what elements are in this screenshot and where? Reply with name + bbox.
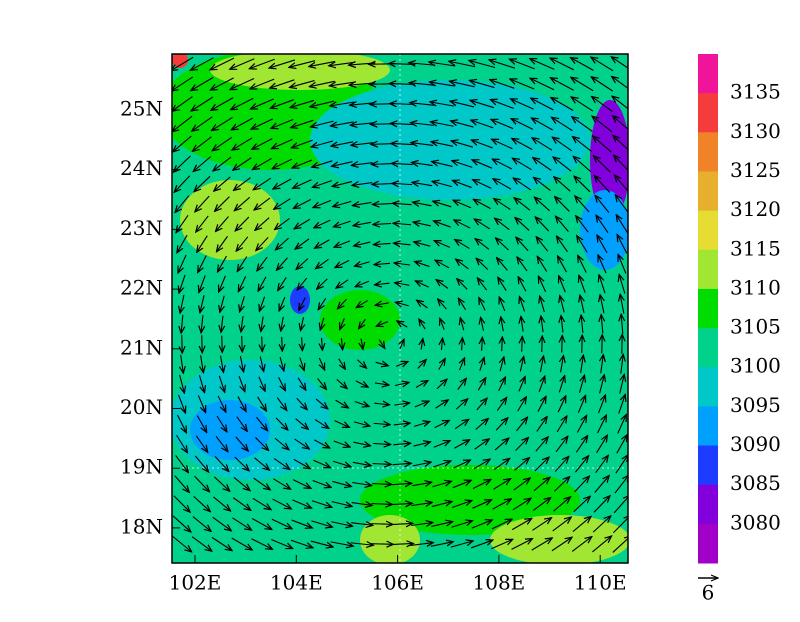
colorbar-bin xyxy=(698,132,718,172)
wind-arrow xyxy=(302,337,303,350)
colorbar-label: 3125 xyxy=(730,158,781,182)
wind-arrow xyxy=(371,164,392,165)
wind-arrow xyxy=(282,337,283,351)
wind-arrow xyxy=(502,337,503,351)
colorbar-bin xyxy=(698,250,718,290)
wind-arrow xyxy=(522,336,523,351)
lon-label: 102E xyxy=(169,571,222,595)
colorbar-label: 3100 xyxy=(730,354,781,378)
lat-label: 21N xyxy=(120,335,163,359)
colorbar-label: 3135 xyxy=(730,80,781,104)
colorbar-bin xyxy=(698,524,718,564)
colorbar-label: 3080 xyxy=(730,510,781,534)
colorbar-label: 3115 xyxy=(730,236,781,260)
lon-label: 110E xyxy=(574,571,627,595)
colorbar-label: 3130 xyxy=(730,119,781,143)
lon-label: 104E xyxy=(270,571,323,595)
colorbar-label: 3120 xyxy=(730,197,781,221)
lat-label: 18N xyxy=(120,514,163,538)
colorbar-bin xyxy=(698,54,718,94)
lat-label: 24N xyxy=(120,156,163,180)
height-field xyxy=(160,50,633,565)
colorbar-label: 3095 xyxy=(730,393,781,417)
wind-arrow xyxy=(242,336,243,352)
colorbar-label: 3110 xyxy=(730,275,781,299)
colorbar-label: 3085 xyxy=(730,471,781,495)
colorbar-bin xyxy=(698,328,718,368)
colorbar-bin xyxy=(698,406,718,446)
colorbar-label: 3090 xyxy=(730,432,781,456)
wind-arrow xyxy=(542,336,543,352)
lon-label: 108E xyxy=(473,571,526,595)
colorbar-bin xyxy=(698,446,718,486)
lat-label: 22N xyxy=(120,276,163,300)
colorbar-bin xyxy=(698,93,718,133)
lat-label: 19N xyxy=(120,455,163,479)
wind-arrow xyxy=(262,336,263,351)
lat-label: 23N xyxy=(120,216,163,240)
lon-label: 106E xyxy=(371,571,424,595)
colorbar-bin xyxy=(698,171,718,211)
colorbar-bin xyxy=(698,289,718,329)
lat-label: 25N xyxy=(120,97,163,121)
wind-arrow xyxy=(371,144,393,145)
colorbar-label: 3105 xyxy=(730,315,781,339)
colorbar-bin xyxy=(698,367,718,407)
colorbar: 3135 3130 3125 3120 3115 3110 3105 3100 3095 3090… xyxy=(698,54,781,564)
lat-label: 20N xyxy=(120,395,163,419)
colorbar-bin xyxy=(698,211,718,251)
wind-arrow xyxy=(371,544,394,545)
wind-arrow xyxy=(371,524,393,525)
wind-arrow xyxy=(482,337,483,351)
colorbar-bin xyxy=(698,485,718,525)
reference-label: 6 xyxy=(702,581,715,605)
